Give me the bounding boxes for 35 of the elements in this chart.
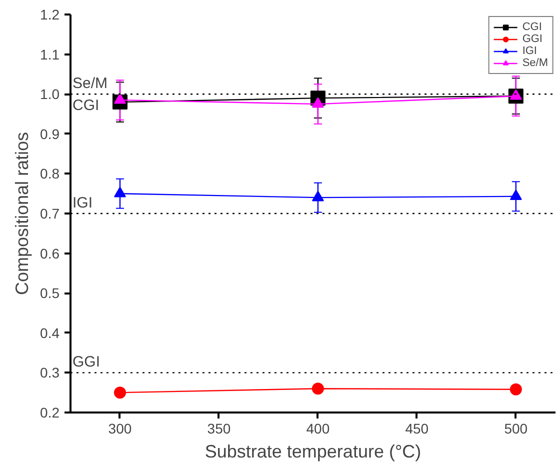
legend-label: GGI — [522, 33, 542, 45]
y-tick-label: 0.8 — [40, 166, 60, 182]
point — [510, 89, 522, 100]
y-tick-label: 1.0 — [40, 86, 60, 102]
point — [312, 190, 324, 202]
y-tick-label: 0.9 — [40, 126, 60, 142]
y-tick-label: 0.6 — [40, 245, 60, 262]
x-tick-label: 350 — [207, 420, 231, 436]
x-tick-label: 450 — [405, 420, 429, 436]
point — [114, 386, 126, 399]
y-tick-label: 0.2 — [40, 404, 60, 420]
y-tick-label: 0.3 — [40, 364, 60, 381]
point — [114, 93, 126, 104]
point — [510, 190, 522, 200]
y-tick-label: 0.5 — [40, 285, 60, 302]
y-tick-label: 1.1 — [40, 46, 60, 62]
x-axis-title: Substrate temperature (°C) — [204, 442, 422, 462]
x-tick-label: 400 — [306, 420, 330, 436]
x-tick-label: 300 — [108, 420, 132, 436]
point — [114, 186, 126, 198]
x-tick-label: 500 — [504, 420, 528, 436]
legend-label: IGI — [522, 45, 538, 57]
ref-line-label: GGI — [72, 354, 100, 371]
point — [312, 97, 324, 108]
legend-label: Se/M — [522, 57, 548, 69]
y-tick-label: 0.7 — [40, 206, 60, 222]
point — [510, 383, 522, 396]
annotation: CGI — [72, 97, 100, 114]
point — [312, 382, 324, 395]
ref-line-label: IGI — [72, 194, 93, 212]
y-tick-label: 1.2 — [40, 6, 60, 22]
y-axis-title: Compositional ratios — [12, 132, 32, 296]
y-tick-label: 0.4 — [40, 324, 60, 341]
ref-line-label: Se/M — [72, 75, 108, 92]
legend-label: CGI — [522, 21, 542, 33]
